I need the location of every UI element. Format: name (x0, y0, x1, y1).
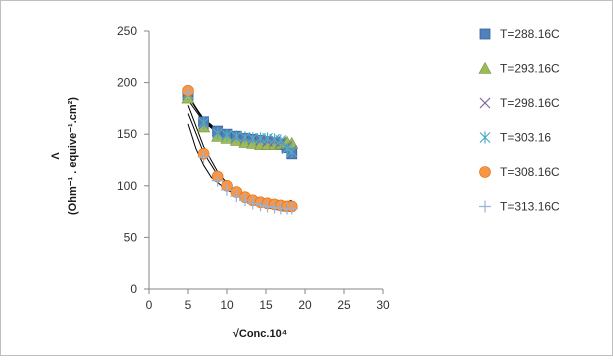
data-point-series-6 (254, 199, 267, 212)
legend-item: T=298.16C (479, 96, 560, 110)
data-point-series-4 (221, 129, 233, 142)
data-point-series-4 (247, 132, 259, 145)
y-tick-label: 200 (117, 76, 137, 90)
data-point-series-4 (275, 134, 287, 147)
data-point-series-6 (230, 190, 243, 203)
data-point-series-4 (230, 130, 242, 143)
data-point-series-6 (246, 197, 259, 210)
data-point-series-6 (285, 202, 298, 215)
x-tick-label: 25 (337, 298, 351, 312)
y-tick-label: 0 (130, 282, 137, 296)
legend-item: T=288.16C (479, 27, 560, 41)
legend-marker (479, 131, 491, 144)
legend: T=288.16C T=293.16C T=298.16C T=303.16 T=308… (478, 27, 560, 214)
x-tick-label: 20 (298, 298, 312, 312)
legend-item: T=303.16 (479, 131, 551, 145)
legend-marker (479, 200, 491, 213)
legend-marker (478, 61, 492, 74)
data-point-series-6 (268, 201, 281, 214)
legend-item: T=308.16C (479, 165, 560, 179)
legend-item: T=313.16C (479, 200, 560, 214)
y-axis-units: (Ohm⁻¹ . equive⁻¹.cm²) (67, 97, 79, 215)
legend-marker (479, 97, 491, 109)
legend-label: T=293.16C (500, 62, 560, 76)
data-point-series-4 (281, 142, 293, 155)
legend-label: T=313.16C (500, 200, 560, 214)
y-tick-label: 100 (117, 179, 137, 193)
x-axis-title: √Conc.10⁴ (233, 328, 287, 340)
data-point-series-6 (221, 183, 233, 196)
data-points (181, 85, 299, 215)
data-point-series-4 (212, 127, 224, 140)
data-point-series-6 (261, 200, 274, 213)
x-tick-label: 15 (259, 298, 273, 312)
x-tick-label: 10 (220, 298, 234, 312)
data-point-series-6 (182, 86, 194, 99)
x-tick-label: 0 (146, 298, 153, 312)
data-point-series-4 (198, 116, 210, 129)
legend-label: T=308.16C (500, 165, 560, 179)
y-tick-label: 50 (124, 230, 138, 244)
data-point-series-6 (211, 174, 224, 187)
y-tick-label: 150 (117, 127, 137, 141)
legend-label: T=288.16C (500, 27, 560, 41)
legend-marker (479, 28, 491, 40)
data-point-series-6 (197, 150, 210, 163)
axes: 0 50 100 150 200 250 0 5 10 15 20 25 30 (117, 24, 390, 312)
y-axis-title: Λ (Ohm⁻¹ . equive⁻¹.cm²) (50, 97, 79, 215)
legend-item: T=293.16C (478, 61, 560, 76)
legend-marker (479, 166, 491, 178)
x-tick-label: 5 (185, 298, 192, 312)
data-point-series-4 (286, 145, 298, 158)
y-axis-symbol: Λ (50, 152, 62, 160)
legend-label: T=303.16 (500, 131, 551, 145)
legend-label: T=298.16C (500, 96, 560, 110)
x-tick-label: 30 (376, 298, 390, 312)
data-point-series-6 (238, 194, 251, 207)
y-tick-label: 250 (117, 24, 137, 38)
